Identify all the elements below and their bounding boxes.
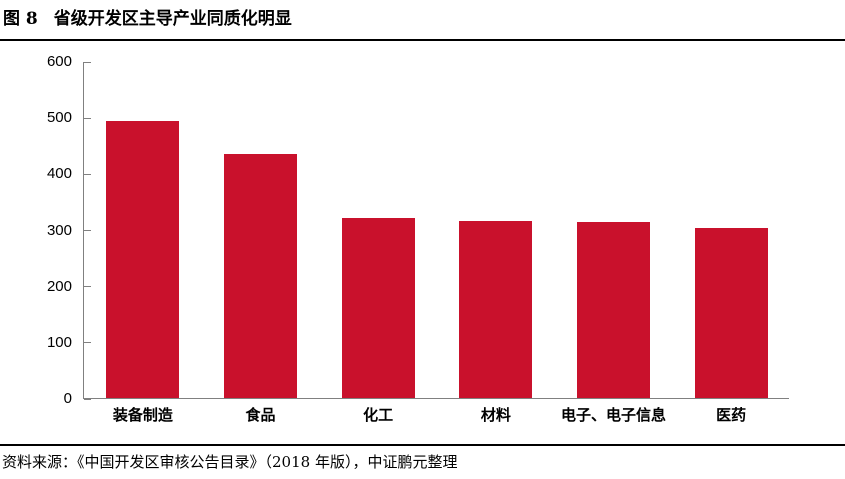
y-axis-tick-label: 200 — [46, 277, 72, 295]
figure-title: 图 8 省级开发区主导产业同质化明显 — [3, 7, 292, 31]
y-axis-tick-mark — [84, 230, 91, 231]
title-divider-line — [0, 39, 845, 41]
x-axis-category-label: 食品 — [245, 407, 276, 424]
y-axis-tick-label: 400 — [46, 165, 72, 183]
bar-电子、电子信息 — [577, 222, 650, 398]
y-axis-tick-label: 100 — [46, 333, 72, 351]
bar-材料 — [459, 221, 533, 398]
x-axis-category-label: 材料 — [480, 407, 511, 424]
y-axis-tick-label: 600 — [46, 53, 72, 70]
y-axis-tick-mark — [84, 173, 91, 175]
y-axis-tick-mark — [84, 342, 91, 344]
x-axis-category-label: 电子、电子信息 — [560, 407, 666, 424]
source-note: 资料来源：《中国开发区审核公告目录》（2018 年版），中证鹏元整理 — [2, 453, 458, 471]
figure-title-text: 省级开发区主导产业同质化明显 — [53, 9, 292, 29]
y-axis-tick-mark — [84, 286, 91, 288]
x-axis-category-label: 医药 — [716, 407, 747, 424]
bar-食品 — [224, 154, 297, 398]
figure-number-label: 图 8 — [3, 9, 38, 29]
y-axis-tick-label: 0 — [63, 390, 72, 407]
bar-化工 — [341, 217, 415, 398]
bar-医药 — [694, 227, 768, 398]
y-axis-tick-label: 300 — [46, 221, 72, 239]
y-axis-tick-mark — [84, 398, 91, 400]
bar-chart-plot-area: 0 100 200 300 400 500 600 装备制造 食品 化工 材料 电子、电子信息 医药 — [47, 53, 789, 424]
bar-装备制造 — [106, 120, 180, 398]
y-axis-tick-label: 500 — [46, 109, 72, 127]
y-axis-tick-mark — [84, 117, 91, 119]
x-axis-category-label: 装备制造 — [112, 407, 173, 424]
source-divider-line — [0, 444, 845, 446]
y-axis-tick-mark — [84, 61, 91, 63]
x-axis-category-label: 化工 — [363, 407, 394, 424]
